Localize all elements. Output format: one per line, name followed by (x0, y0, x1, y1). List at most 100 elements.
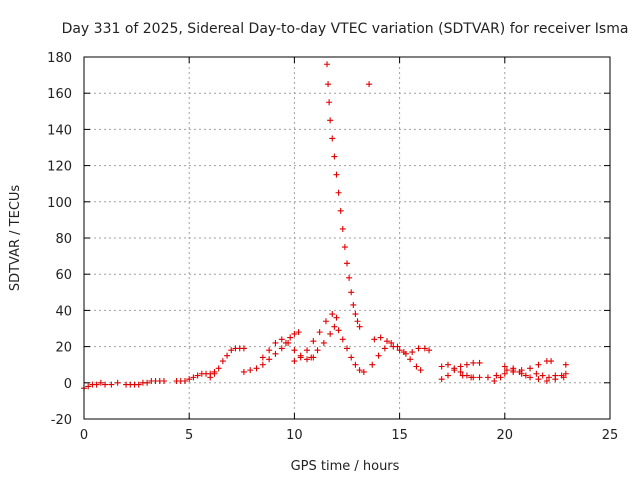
data-point (381, 345, 388, 352)
data-point (240, 368, 247, 375)
x-tick-label: 0 (80, 428, 88, 443)
data-point (278, 336, 285, 343)
data-point (352, 311, 359, 318)
y-tick-label: 120 (47, 160, 72, 175)
data-point (297, 354, 304, 361)
data-point (93, 381, 100, 388)
data-point (253, 365, 260, 372)
data-point (211, 370, 218, 377)
data-point (539, 372, 546, 379)
data-point (535, 361, 542, 368)
series-arc-18to21 (459, 358, 555, 381)
x-tick-label: 15 (391, 428, 408, 443)
data-point (228, 347, 235, 354)
data-point (352, 361, 359, 368)
data-point (501, 363, 508, 370)
data-point (348, 354, 355, 361)
data-point (527, 365, 534, 372)
data-point (346, 274, 353, 281)
data-point (350, 301, 357, 308)
data-point (543, 377, 550, 384)
data-point (344, 260, 350, 267)
data-point (510, 367, 517, 374)
data-point (224, 352, 231, 359)
data-point (457, 368, 464, 375)
data-point (266, 347, 273, 354)
data-point (417, 367, 424, 374)
data-point (181, 377, 188, 384)
data-point (463, 361, 470, 368)
data-point (160, 377, 167, 384)
y-tick-label: 100 (47, 196, 72, 211)
data-point (324, 61, 331, 68)
data-point (335, 189, 342, 196)
series-arc-6to8 (207, 345, 247, 381)
data-point (335, 327, 342, 334)
data-point (476, 374, 483, 381)
x-tick-label: 5 (185, 428, 193, 443)
data-point (304, 347, 311, 354)
data-point (144, 379, 151, 386)
data-point (331, 323, 338, 330)
data-point (240, 345, 247, 352)
data-point (278, 345, 285, 352)
data-point (314, 347, 321, 354)
data-point (327, 117, 334, 124)
data-point (259, 354, 266, 361)
data-point (552, 372, 559, 379)
data-point (375, 352, 382, 359)
data-point (535, 376, 542, 383)
data-point (356, 323, 363, 330)
axis-layer: 0 5 10 15 20 25 -20 0 20 40 60 80 100 120 140 160 180 (47, 51, 618, 443)
data-point (325, 81, 332, 88)
data-point (259, 361, 266, 368)
data-point (215, 365, 222, 372)
y-tick-label: -20 (51, 413, 72, 428)
data-point (272, 350, 279, 357)
data-point (548, 358, 555, 365)
data-point (407, 356, 414, 363)
data-point (291, 358, 298, 365)
data-point (287, 334, 294, 341)
data-point (247, 367, 254, 374)
data-point (522, 372, 529, 379)
data-point (421, 345, 428, 352)
y-tick-label: 140 (47, 123, 72, 138)
data-point (468, 374, 475, 381)
data-point (369, 361, 376, 368)
data-point (354, 318, 361, 325)
data-point (348, 289, 355, 296)
data-point (402, 350, 409, 357)
data-point (377, 334, 384, 341)
data-point (533, 370, 540, 377)
data-point (339, 336, 346, 343)
data-point (457, 363, 464, 370)
data-point (390, 343, 397, 350)
y-tick-label: 80 (55, 232, 72, 247)
series-spike (324, 61, 363, 330)
data-point (341, 244, 348, 251)
y-tick-label: 60 (55, 268, 72, 283)
data-point (337, 207, 344, 214)
data-point (371, 336, 378, 343)
x-tick-label: 25 (602, 428, 619, 443)
data-point (562, 370, 569, 377)
data-point (518, 370, 525, 377)
data-point (326, 99, 333, 106)
data-point (322, 318, 329, 325)
x-axis-label: GPS time / hours (291, 459, 400, 474)
data-point (415, 345, 422, 352)
plot-frame (83, 56, 611, 420)
data-point (285, 339, 292, 346)
data-point (102, 381, 109, 388)
data-point (409, 349, 416, 356)
data-point (459, 372, 466, 379)
data-point (329, 311, 336, 318)
data-point (266, 356, 273, 363)
data-point (413, 363, 420, 370)
series-outlier (366, 81, 373, 88)
data-point (438, 363, 445, 370)
data-point (545, 374, 552, 381)
data-point (562, 361, 569, 368)
series-arc-10to12 (291, 311, 340, 365)
